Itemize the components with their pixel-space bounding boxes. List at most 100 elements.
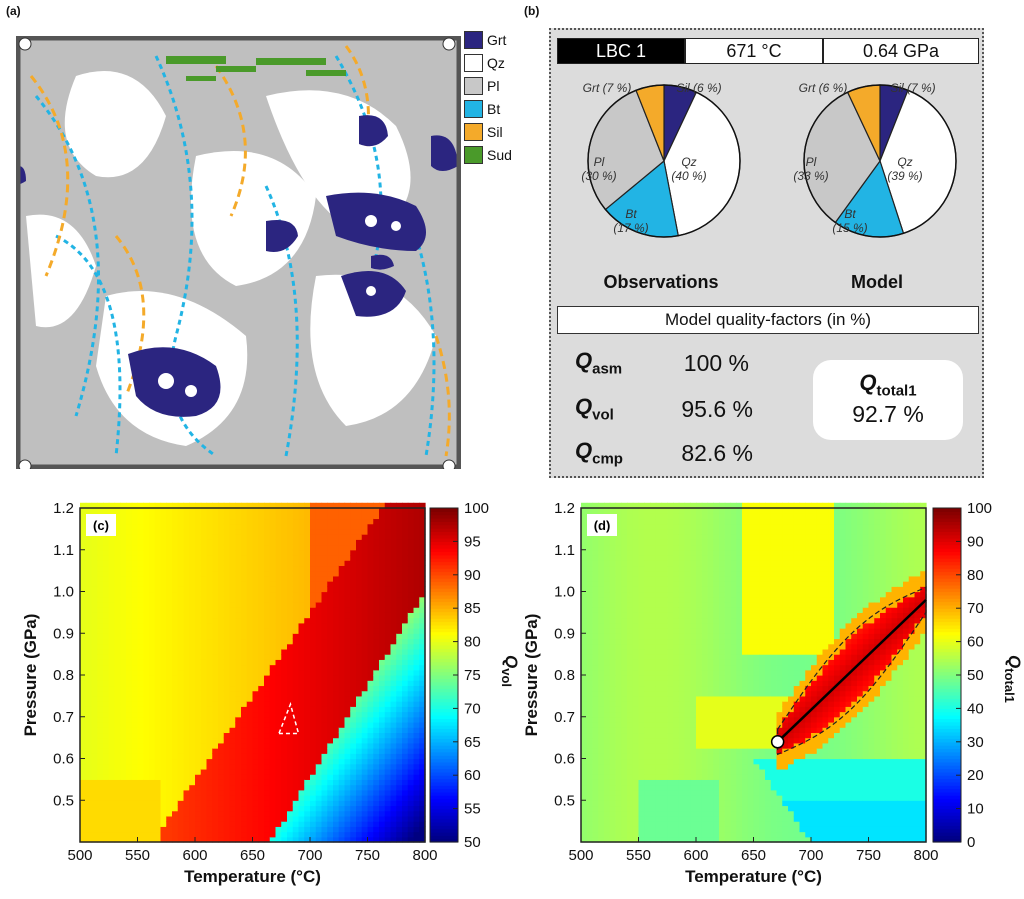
colorbar-tick-label: 95 — [464, 533, 481, 550]
pie-title-observations: Observations — [603, 272, 719, 292]
temperature-value: 671 °C — [685, 38, 823, 64]
x-axis-label: Temperature (°C) — [685, 867, 822, 886]
mineral-map-garnet — [16, 115, 458, 417]
x-tick-label: 600 — [683, 847, 708, 864]
colorbar-tick-label: 100 — [464, 500, 489, 517]
legend-swatch — [464, 54, 483, 72]
map-corner-marker — [442, 459, 456, 469]
pie-label-pl: Pl (30 %) — [581, 155, 616, 183]
legend-label: Sud — [487, 147, 512, 163]
pie-label-grt: Grt (7 %) — [583, 81, 632, 95]
x-tick-label: 800 — [913, 847, 938, 864]
y-tick-label: 0.9 — [554, 625, 575, 642]
y-tick-label: 1.0 — [53, 584, 74, 601]
colorbar-tick-label: 60 — [464, 767, 481, 784]
y-tick-label: 0.7 — [554, 709, 575, 726]
panel-label-b: (b) — [524, 4, 540, 18]
map-corner-marker — [18, 459, 32, 469]
legend-label: Sil — [487, 124, 503, 140]
colorbar-tick-label: 0 — [967, 834, 975, 851]
legend-item-pl: Pl — [464, 76, 499, 96]
legend-label: Pl — [487, 78, 500, 94]
x-tick-label: 550 — [626, 847, 651, 864]
best-fit-triangle — [277, 701, 300, 735]
colorbar-tick-label: 60 — [967, 634, 984, 651]
x-tick-label: 750 — [856, 847, 881, 864]
best-fit-line — [776, 598, 927, 743]
x-axis-label: Temperature (°C) — [184, 867, 321, 886]
colorbar-tick-label: 75 — [464, 667, 481, 684]
q-asm-value: 100 % — [683, 350, 749, 376]
colorbar-label: Qvol — [499, 655, 521, 687]
colorbar-tick-label: 55 — [464, 801, 481, 818]
map-corner-marker — [18, 37, 32, 51]
y-tick-label: 1.2 — [53, 500, 74, 517]
y-tick-label: 0.7 — [53, 709, 74, 726]
best-fit-envelope — [777, 586, 927, 756]
colorbar — [933, 508, 961, 843]
heatmap-qvol — [80, 502, 426, 843]
colorbar — [430, 508, 458, 843]
x-tick-label: 550 — [125, 847, 150, 864]
x-tick-label: 700 — [798, 847, 823, 864]
legend-label: Qz — [487, 55, 505, 71]
panel-label-c: (c) — [93, 518, 109, 533]
x-tick-label: 500 — [568, 847, 593, 864]
pie-charts: Grt (7 %) Qz (40 %) Bt (17 %) Pl (30 %) Sil (6 … — [581, 81, 957, 238]
colorbar-tick-label: 70 — [967, 600, 984, 617]
mineral-map — [16, 36, 461, 469]
q-cmp-value: 82.6 % — [681, 440, 753, 466]
y-axis-label: Pressure (GPa) — [522, 614, 541, 737]
map-frame — [16, 36, 461, 469]
panel-label-d: (d) — [594, 518, 611, 533]
q-total-value: 92.7 % — [852, 401, 924, 428]
phase-diagrams: (c)500 550 600 650 700 750 8000.50.60.70.80.91… — [21, 500, 1024, 886]
colorbar-tick-label: 70 — [464, 700, 481, 717]
pie-label-sil: Sil (6 %) — [676, 81, 721, 95]
colorbar-tick-label: 90 — [967, 533, 984, 550]
y-axis-label: Pressure (GPa) — [21, 614, 40, 737]
y-tick-label: 0.5 — [554, 792, 575, 809]
map-corner-marker — [442, 37, 456, 51]
best-fit-point — [770, 735, 785, 749]
x-tick-label: 700 — [297, 847, 322, 864]
pie-label-sil: Sil (7 %) — [890, 81, 935, 95]
legend-label: Bt — [487, 101, 501, 117]
legend-item-sud: Sud — [464, 145, 512, 165]
q-asm-label: Qasm — [575, 348, 623, 378]
colorbar-tick-label: 50 — [967, 667, 984, 684]
mineral-map-sudoite — [166, 56, 346, 81]
colorbar-tick-label: 30 — [967, 734, 984, 751]
colorbar-tick-label: 10 — [967, 801, 984, 818]
colorbar-tick-label: 100 — [967, 500, 992, 517]
pressure-value: 0.64 GPa — [823, 38, 979, 64]
y-tick-label: 1.0 — [554, 584, 575, 601]
legend-item-bt: Bt — [464, 99, 500, 119]
q-vol-label: Qvol — [575, 394, 614, 424]
x-tick-label: 650 — [240, 847, 265, 864]
colorbar-tick-label: 40 — [967, 700, 984, 717]
heatmap-qtotal — [581, 502, 927, 843]
colorbar-tick-label: 65 — [464, 734, 481, 751]
sample-name: LBC 1 — [557, 38, 685, 64]
mineral-map-garnet-inclusions — [158, 215, 401, 397]
y-tick-label: 1.1 — [53, 542, 74, 559]
legend-swatch — [464, 77, 483, 95]
q-cmp-label: Qcmp — [575, 438, 623, 468]
quality-panel: LBC 1 671 °C 0.64 GPa Grt (7 %) Qz (40 %) B… — [549, 28, 984, 478]
x-tick-label: 800 — [412, 847, 437, 864]
q-total-label: Qtotal1 — [859, 370, 917, 400]
x-tick-label: 600 — [182, 847, 207, 864]
pie-label-grt: Grt (6 %) — [799, 81, 848, 95]
legend-item-sil: Sil — [464, 122, 503, 142]
pie-outline — [803, 84, 957, 238]
colorbar-tick-label: 50 — [464, 834, 481, 851]
pie-label-qz: Qz (40 %) — [671, 155, 706, 183]
pie-label-qz: Qz (39 %) — [887, 155, 922, 183]
legend-swatch — [464, 31, 483, 49]
legend-item-qz: Qz — [464, 53, 505, 73]
legend-label: Grt — [487, 32, 507, 48]
y-tick-label: 1.2 — [554, 500, 575, 517]
colorbar-tick-label: 90 — [464, 567, 481, 584]
panel-label-bg — [587, 514, 617, 536]
